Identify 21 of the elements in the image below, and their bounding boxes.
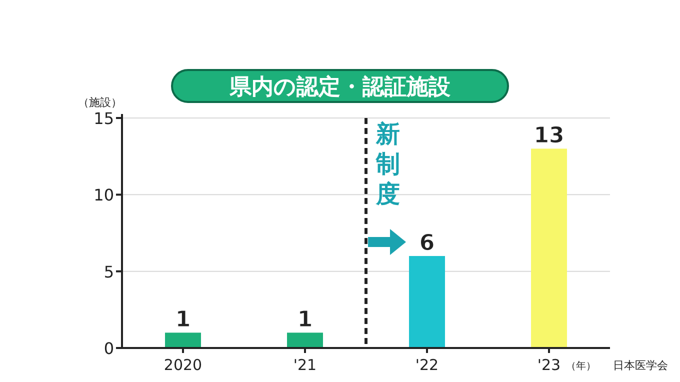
y-axis-title: （施設） [78,96,122,109]
bar [531,148,567,348]
data-label: 1 [175,308,191,333]
x-tick-label: 2020 [164,356,202,374]
text: 日本医学会 [613,359,668,372]
bar [409,256,445,348]
y-tick-label: 5 [104,262,114,282]
chart-title: 県内の認定・認証施設 [228,74,452,100]
x-tick-label: '23 [537,356,561,374]
y-tick-label: 0 [104,339,114,358]
y-tick-label: 10 [94,186,114,205]
annotation: 新制度 [375,120,400,208]
bar [287,332,323,348]
data-label: 6 [419,231,435,256]
data-label: 1 [297,308,313,333]
data-label: 13 [534,124,564,149]
bar [165,332,201,348]
x-tick-label: '22 [415,356,439,374]
y-tick-label: 15 [94,109,114,128]
x-tick-label: '21 [293,356,317,374]
x-axis-title: （年） [566,360,596,372]
